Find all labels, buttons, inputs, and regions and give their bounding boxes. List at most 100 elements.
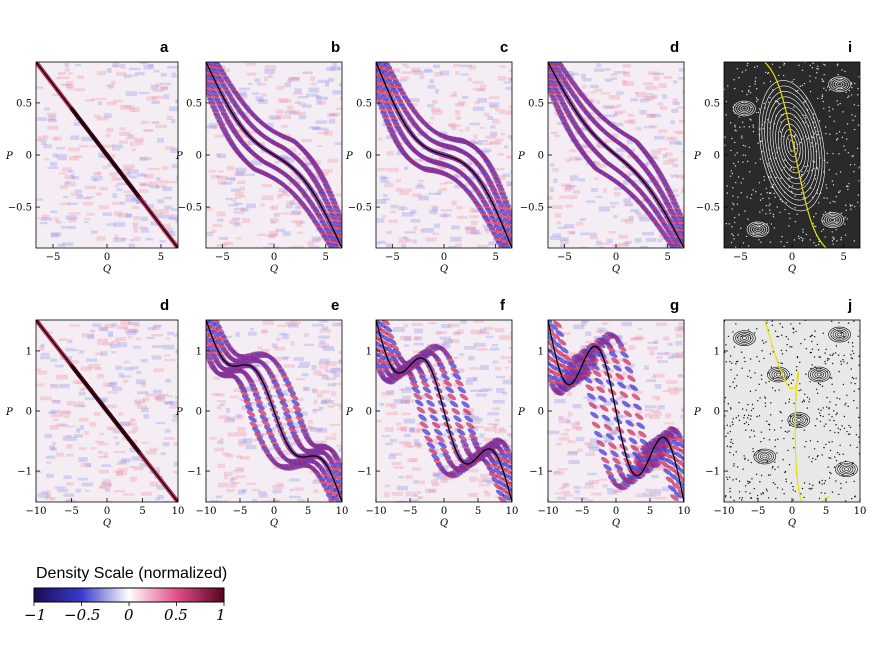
- x-tick-label: 0: [271, 506, 277, 517]
- colorbar-tick-05: 0.5: [164, 606, 188, 624]
- x-tick-label: 0: [271, 252, 277, 263]
- x-axis-label: Q: [788, 518, 796, 529]
- y-tick-label: 0: [366, 407, 372, 418]
- y-axis-label: P: [5, 151, 13, 162]
- x-tick-label: −5: [46, 252, 61, 263]
- panel-b: −5 0 5 Q 0.5 0 −0.5 P: [175, 61, 343, 275]
- x-tick-label: −10: [365, 506, 386, 517]
- y-tick-label: 0.5: [186, 98, 202, 109]
- panel-label-e: e: [331, 297, 339, 314]
- colorbar-tick-neg05: −0.5: [64, 606, 100, 624]
- x-tick-label: 0: [104, 252, 110, 263]
- x-tick-label: −10: [713, 506, 734, 517]
- x-axis-label: Q: [440, 518, 448, 529]
- y-tick-label: 0: [26, 151, 32, 162]
- x-tick-label: 0: [441, 252, 447, 263]
- x-tick-label: 5: [305, 506, 311, 517]
- y-tick-label: −1: [357, 467, 372, 478]
- colorbar-ticks: [33, 602, 225, 606]
- panel-label-g: g: [670, 297, 679, 314]
- y-tick-label: −1: [187, 467, 202, 478]
- x-axis-label: Q: [103, 518, 111, 529]
- y-tick-label: −0.5: [696, 203, 720, 214]
- x-tick-label: −10: [537, 506, 558, 517]
- x-tick-label: −5: [64, 506, 79, 517]
- x-tick-label: −5: [557, 252, 572, 263]
- x-tick-label: 0: [441, 506, 447, 517]
- x-axis-label: Q: [103, 264, 111, 275]
- colorbar-tick-1: 1: [216, 606, 226, 624]
- x-tick-label: 10: [854, 506, 867, 517]
- panel-group: −5 0 5 Q 0.5 0 −0.5 P −5 0 5 Q 0.5 0 −0.5 P −5 0 5 Q 0.5 0 −0.…: [5, 61, 867, 529]
- y-tick-label: 0: [196, 151, 202, 162]
- y-axis-label: P: [693, 407, 701, 418]
- y-tick-label: 0.5: [356, 98, 372, 109]
- panel-label-c: c: [500, 39, 508, 56]
- y-tick-label: −0.5: [348, 203, 372, 214]
- colorbar-title: Density Scale (normalized): [36, 565, 227, 582]
- x-tick-label: −5: [385, 252, 400, 263]
- x-axis-label: Q: [270, 264, 278, 275]
- x-tick-label: 5: [647, 506, 653, 517]
- panel-e-row2: −10 −5 0 5 10 Q 10 −1 P: [175, 319, 349, 529]
- x-tick-label: 0: [613, 506, 619, 517]
- x-tick-label: −10: [25, 506, 46, 517]
- x-axis-label: Q: [612, 264, 620, 275]
- x-tick-label: 5: [664, 252, 670, 263]
- panel-label-i: i: [848, 39, 852, 56]
- panel-label-j: j: [847, 297, 852, 314]
- y-axis-label: P: [175, 151, 183, 162]
- panel-label-f: f: [500, 297, 506, 314]
- x-tick-label: −5: [233, 506, 248, 517]
- y-tick-label: 0.5: [16, 98, 32, 109]
- y-tick-label: 1: [26, 346, 32, 357]
- y-tick-label: −1: [705, 467, 720, 478]
- x-axis-label: Q: [788, 264, 796, 275]
- x-tick-label: 10: [678, 506, 691, 517]
- y-tick-label: 0.5: [704, 98, 720, 109]
- panel-c: −5 0 5 Q 0.5 0 −0.5 P: [345, 61, 513, 275]
- x-tick-label: −5: [751, 506, 766, 517]
- y-tick-label: 0: [538, 151, 544, 162]
- x-tick-label: 5: [492, 252, 498, 263]
- y-tick-label: 0: [26, 407, 32, 418]
- x-tick-label: 5: [158, 252, 164, 263]
- x-tick-label: −5: [575, 506, 590, 517]
- x-tick-label: 0: [789, 506, 795, 517]
- y-tick-label: 0: [714, 151, 720, 162]
- x-tick-label: −5: [403, 506, 418, 517]
- y-tick-label: 1: [196, 346, 202, 357]
- y-axis-label: P: [517, 151, 525, 162]
- x-tick-label: −10: [195, 506, 216, 517]
- panel-i: −5 0 5 Q 0.5 0 −0.5 P: [693, 61, 861, 275]
- x-tick-label: 5: [840, 252, 846, 263]
- y-axis-label: P: [517, 407, 525, 418]
- y-tick-label: 1: [366, 346, 372, 357]
- panel-d: −5 0 5 Q 0.5 0 −0.5 P: [517, 61, 685, 275]
- x-tick-label: 5: [322, 252, 328, 263]
- x-axis-label: Q: [270, 518, 278, 529]
- y-tick-label: 0.5: [528, 98, 544, 109]
- panel-a: −5 0 5 Q 0.5 0 −0.5 P: [5, 61, 179, 275]
- x-tick-label: 10: [506, 506, 519, 517]
- y-axis-label: P: [175, 407, 183, 418]
- x-tick-label: 0: [789, 252, 795, 263]
- panel-label-d2: d: [160, 297, 169, 314]
- x-axis-label: Q: [612, 518, 620, 529]
- x-tick-label: 10: [172, 506, 185, 517]
- y-axis-label: P: [345, 407, 353, 418]
- x-tick-label: −5: [215, 252, 230, 263]
- y-tick-label: 1: [538, 346, 544, 357]
- y-tick-label: −0.5: [8, 203, 32, 214]
- x-tick-label: 10: [336, 506, 349, 517]
- y-tick-label: 0: [366, 151, 372, 162]
- y-tick-label: 1: [714, 346, 720, 357]
- y-axis-label: P: [5, 407, 13, 418]
- y-tick-label: 0: [714, 407, 720, 418]
- colorbar-tick-0: 0: [124, 606, 134, 624]
- y-axis-label: P: [345, 151, 353, 162]
